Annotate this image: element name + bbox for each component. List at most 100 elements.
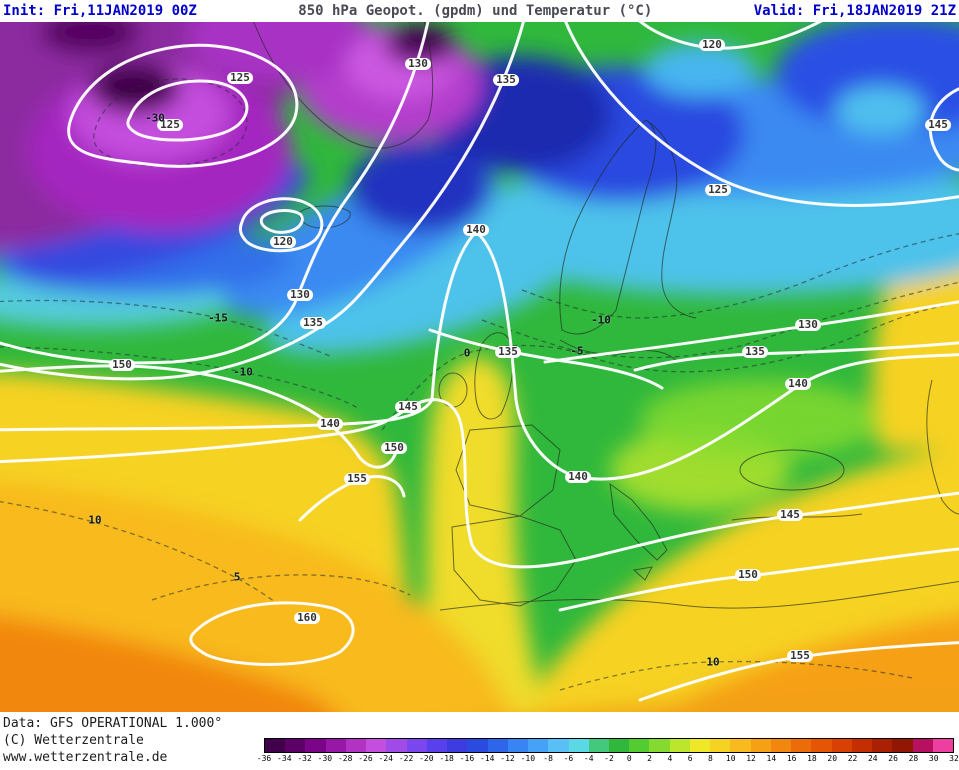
temperature-contour-label: -10 xyxy=(233,365,253,379)
colorbar-segment xyxy=(811,739,832,752)
geopotential-contour-label: 130 xyxy=(795,319,821,331)
geopotential-contour-label: 130 xyxy=(405,58,431,70)
colorbar-tick-label: -12 xyxy=(500,754,515,763)
data-source-line: Data: GFS OPERATIONAL 1.000° xyxy=(3,716,223,731)
colorbar-segment xyxy=(608,739,630,752)
geopotential-contour-label: 150 xyxy=(381,442,407,454)
map-footer: Data: GFS OPERATIONAL 1.000° (C) Wetterz… xyxy=(0,712,959,770)
colorbar-tick-label: -30 xyxy=(317,754,333,763)
colorbar-tick-label: 6 xyxy=(687,754,693,763)
temperature-contour-label: 10 xyxy=(706,655,720,669)
colorbar-segment xyxy=(750,739,771,752)
colorbar-segment xyxy=(366,739,387,752)
colorbar-tick-label: -18 xyxy=(439,754,454,763)
geopotential-contour-label: 140 xyxy=(565,471,591,483)
geopotential-contour-label: 135 xyxy=(495,346,521,358)
colorbar-segment xyxy=(710,739,731,752)
colorbar-segment xyxy=(689,739,711,752)
geopotential-contour-label: 120 xyxy=(270,236,296,248)
colorbar-segment xyxy=(872,739,893,752)
colorbar-tick-label: 2 xyxy=(647,754,652,763)
geopotential-contour-label: 140 xyxy=(317,418,343,430)
colorbar-segment xyxy=(467,739,488,752)
geopotential-contour-label: 125 xyxy=(705,184,731,196)
colorbar-segment xyxy=(730,739,751,752)
geopotential-contour-label: 125 xyxy=(157,119,183,131)
temperature-field xyxy=(0,22,959,712)
website-line: www.wetterzentrale.de xyxy=(3,750,168,765)
geopotential-contour-label: 125 xyxy=(227,72,253,84)
geopotential-contour-label: 145 xyxy=(395,401,421,413)
temperature-contour-label: 5 xyxy=(233,570,241,584)
colorbar-segment xyxy=(649,739,670,752)
colorbar-tick-label: 14 xyxy=(766,754,777,763)
geopotential-contour-label: 145 xyxy=(777,509,803,521)
colorbar-segment xyxy=(912,739,933,752)
valid-time-label: Valid: Fri,18JAN2019 21Z xyxy=(753,3,956,19)
colorbar-segments xyxy=(264,738,954,753)
colorbar-segment xyxy=(426,739,448,752)
colorbar-segment xyxy=(325,739,346,752)
geopotential-contour-label: 135 xyxy=(493,74,519,86)
colorbar-tick-label: 18 xyxy=(807,754,817,763)
colorbar-tick-label: -28 xyxy=(337,754,353,763)
geopotential-contour-label: 155 xyxy=(787,650,813,662)
colorbar-tick-label: -4 xyxy=(583,754,594,763)
geopotential-contour-label: 155 xyxy=(344,473,370,485)
map-title: 850 hPa Geopot. (gpdm) und Temperatur (°… xyxy=(298,3,653,19)
geopotential-contour-label: 120 xyxy=(699,39,725,51)
geopotential-contour-label: 135 xyxy=(742,346,768,358)
colorbar-segment xyxy=(629,739,650,752)
colorbar-tick-label: -22 xyxy=(398,754,414,763)
colorbar-segment xyxy=(487,739,508,752)
init-time-label: Init: Fri,11JAN2019 00Z xyxy=(3,3,197,19)
temperature-contour-label: -10 xyxy=(591,313,611,327)
colorbar-tick-label: 0 xyxy=(626,754,632,763)
colorbar-tick-label: -14 xyxy=(480,754,495,763)
credits: Data: GFS OPERATIONAL 1.000° (C) Wetterz… xyxy=(3,715,959,766)
colorbar-segment xyxy=(831,739,852,752)
temperature-contour-label: -30 xyxy=(145,111,165,125)
colorbar-tick-label: -26 xyxy=(358,754,373,763)
geopotential-contour-label: 140 xyxy=(785,378,811,390)
geopotential-contour-label: 145 xyxy=(925,119,951,131)
weather-map-svg xyxy=(0,22,959,712)
geopotential-contour-label: 130 xyxy=(287,289,313,301)
colorbar-segment xyxy=(791,739,812,752)
colorbar-tick-label: 22 xyxy=(847,754,858,763)
colorbar-segment xyxy=(851,739,873,752)
colorbar-tick-label: -8 xyxy=(543,754,553,763)
colorbar-segment xyxy=(285,739,306,752)
colorbar-segment xyxy=(892,739,913,752)
colorbar-segment xyxy=(669,739,690,752)
colorbar-tick-label: 28 xyxy=(908,754,919,763)
colorbar-tick-label: -20 xyxy=(419,754,434,763)
colorbar-segment xyxy=(406,739,427,752)
colorbar-segment xyxy=(447,739,468,752)
geopotential-contour-label: 140 xyxy=(463,224,489,236)
colorbar-segment xyxy=(932,739,953,752)
colorbar-tick-labels: -36 -34 -32 -30 -28 -26 -24 -22 -20 -18 -16 -14 -12-… xyxy=(257,754,959,765)
colorbar-tick-label: -34 xyxy=(277,754,292,763)
colorbar-segment xyxy=(305,739,326,752)
colorbar-tick-label: -2 xyxy=(604,754,614,763)
temperature-colorbar: -36 -34 -32 -30 -28 -26 -24 -22 -20 -18 -16 -14 -12-… xyxy=(257,738,959,765)
colorbar-tick-label: -6 xyxy=(563,754,574,763)
colorbar-tick-label: 8 xyxy=(708,754,713,763)
colorbar-segment xyxy=(528,739,549,752)
colorbar-tick-label: 12 xyxy=(746,754,756,763)
colorbar-segment xyxy=(588,739,609,752)
colorbar-segment xyxy=(265,739,286,752)
colorbar-tick-label: -10 xyxy=(520,754,536,763)
colorbar-segment xyxy=(386,739,407,752)
colorbar-segment xyxy=(548,739,569,752)
colorbar-segment xyxy=(345,739,367,752)
geopotential-contour-label: 160 xyxy=(294,612,320,624)
temperature-contour-label: -5 xyxy=(570,344,584,358)
colorbar-tick-label: -16 xyxy=(459,754,475,763)
colorbar-segment xyxy=(507,739,529,752)
colorbar-tick-label: 24 xyxy=(867,754,878,763)
colorbar-segment xyxy=(770,739,792,752)
colorbar-segment xyxy=(568,739,589,752)
